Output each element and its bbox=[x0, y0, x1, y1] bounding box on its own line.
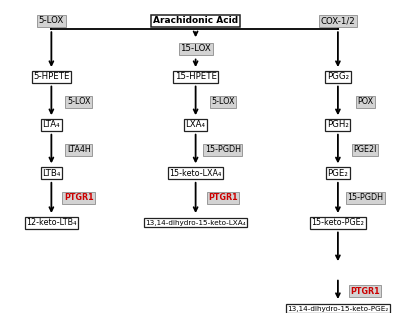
Text: 15-keto-PGE₂: 15-keto-PGE₂ bbox=[312, 218, 364, 227]
Text: POX: POX bbox=[357, 97, 373, 106]
Text: 5-LOX: 5-LOX bbox=[67, 97, 90, 106]
Text: LTA4H: LTA4H bbox=[67, 145, 90, 154]
Text: 5-HPETE: 5-HPETE bbox=[33, 72, 70, 81]
Text: LXA₄: LXA₄ bbox=[186, 121, 206, 129]
Text: LTA₄: LTA₄ bbox=[42, 121, 60, 129]
Text: 15-keto-LXA₄: 15-keto-LXA₄ bbox=[170, 168, 222, 177]
Text: 15-PGDH: 15-PGDH bbox=[347, 193, 383, 203]
Text: 13,14-dihydro-15-keto-LXA₄: 13,14-dihydro-15-keto-LXA₄ bbox=[145, 220, 246, 226]
Text: 5-LOX: 5-LOX bbox=[39, 16, 64, 25]
Text: PGE₂: PGE₂ bbox=[328, 168, 348, 177]
Text: PGH₂: PGH₂ bbox=[327, 121, 349, 129]
Text: PGE2I: PGE2I bbox=[354, 145, 377, 154]
Text: PTGR1: PTGR1 bbox=[64, 193, 94, 203]
Text: 15-PGDH: 15-PGDH bbox=[205, 145, 241, 154]
Text: 12-keto-LTB₄: 12-keto-LTB₄ bbox=[26, 218, 76, 227]
Text: COX-1/2: COX-1/2 bbox=[320, 16, 355, 25]
Text: 15-LOX: 15-LOX bbox=[180, 44, 211, 53]
Text: PTGR1: PTGR1 bbox=[208, 193, 238, 203]
Text: 13,14-dihydro-15-keto-PGE₂: 13,14-dihydro-15-keto-PGE₂ bbox=[287, 306, 388, 312]
Text: Arachidonic Acid: Arachidonic Acid bbox=[153, 16, 238, 25]
Text: 5-LOX: 5-LOX bbox=[211, 97, 235, 106]
Text: PGG₂: PGG₂ bbox=[327, 72, 349, 81]
Text: 15-HPETE: 15-HPETE bbox=[175, 72, 217, 81]
Text: LTB₄: LTB₄ bbox=[42, 168, 60, 177]
Text: PTGR1: PTGR1 bbox=[350, 286, 380, 295]
